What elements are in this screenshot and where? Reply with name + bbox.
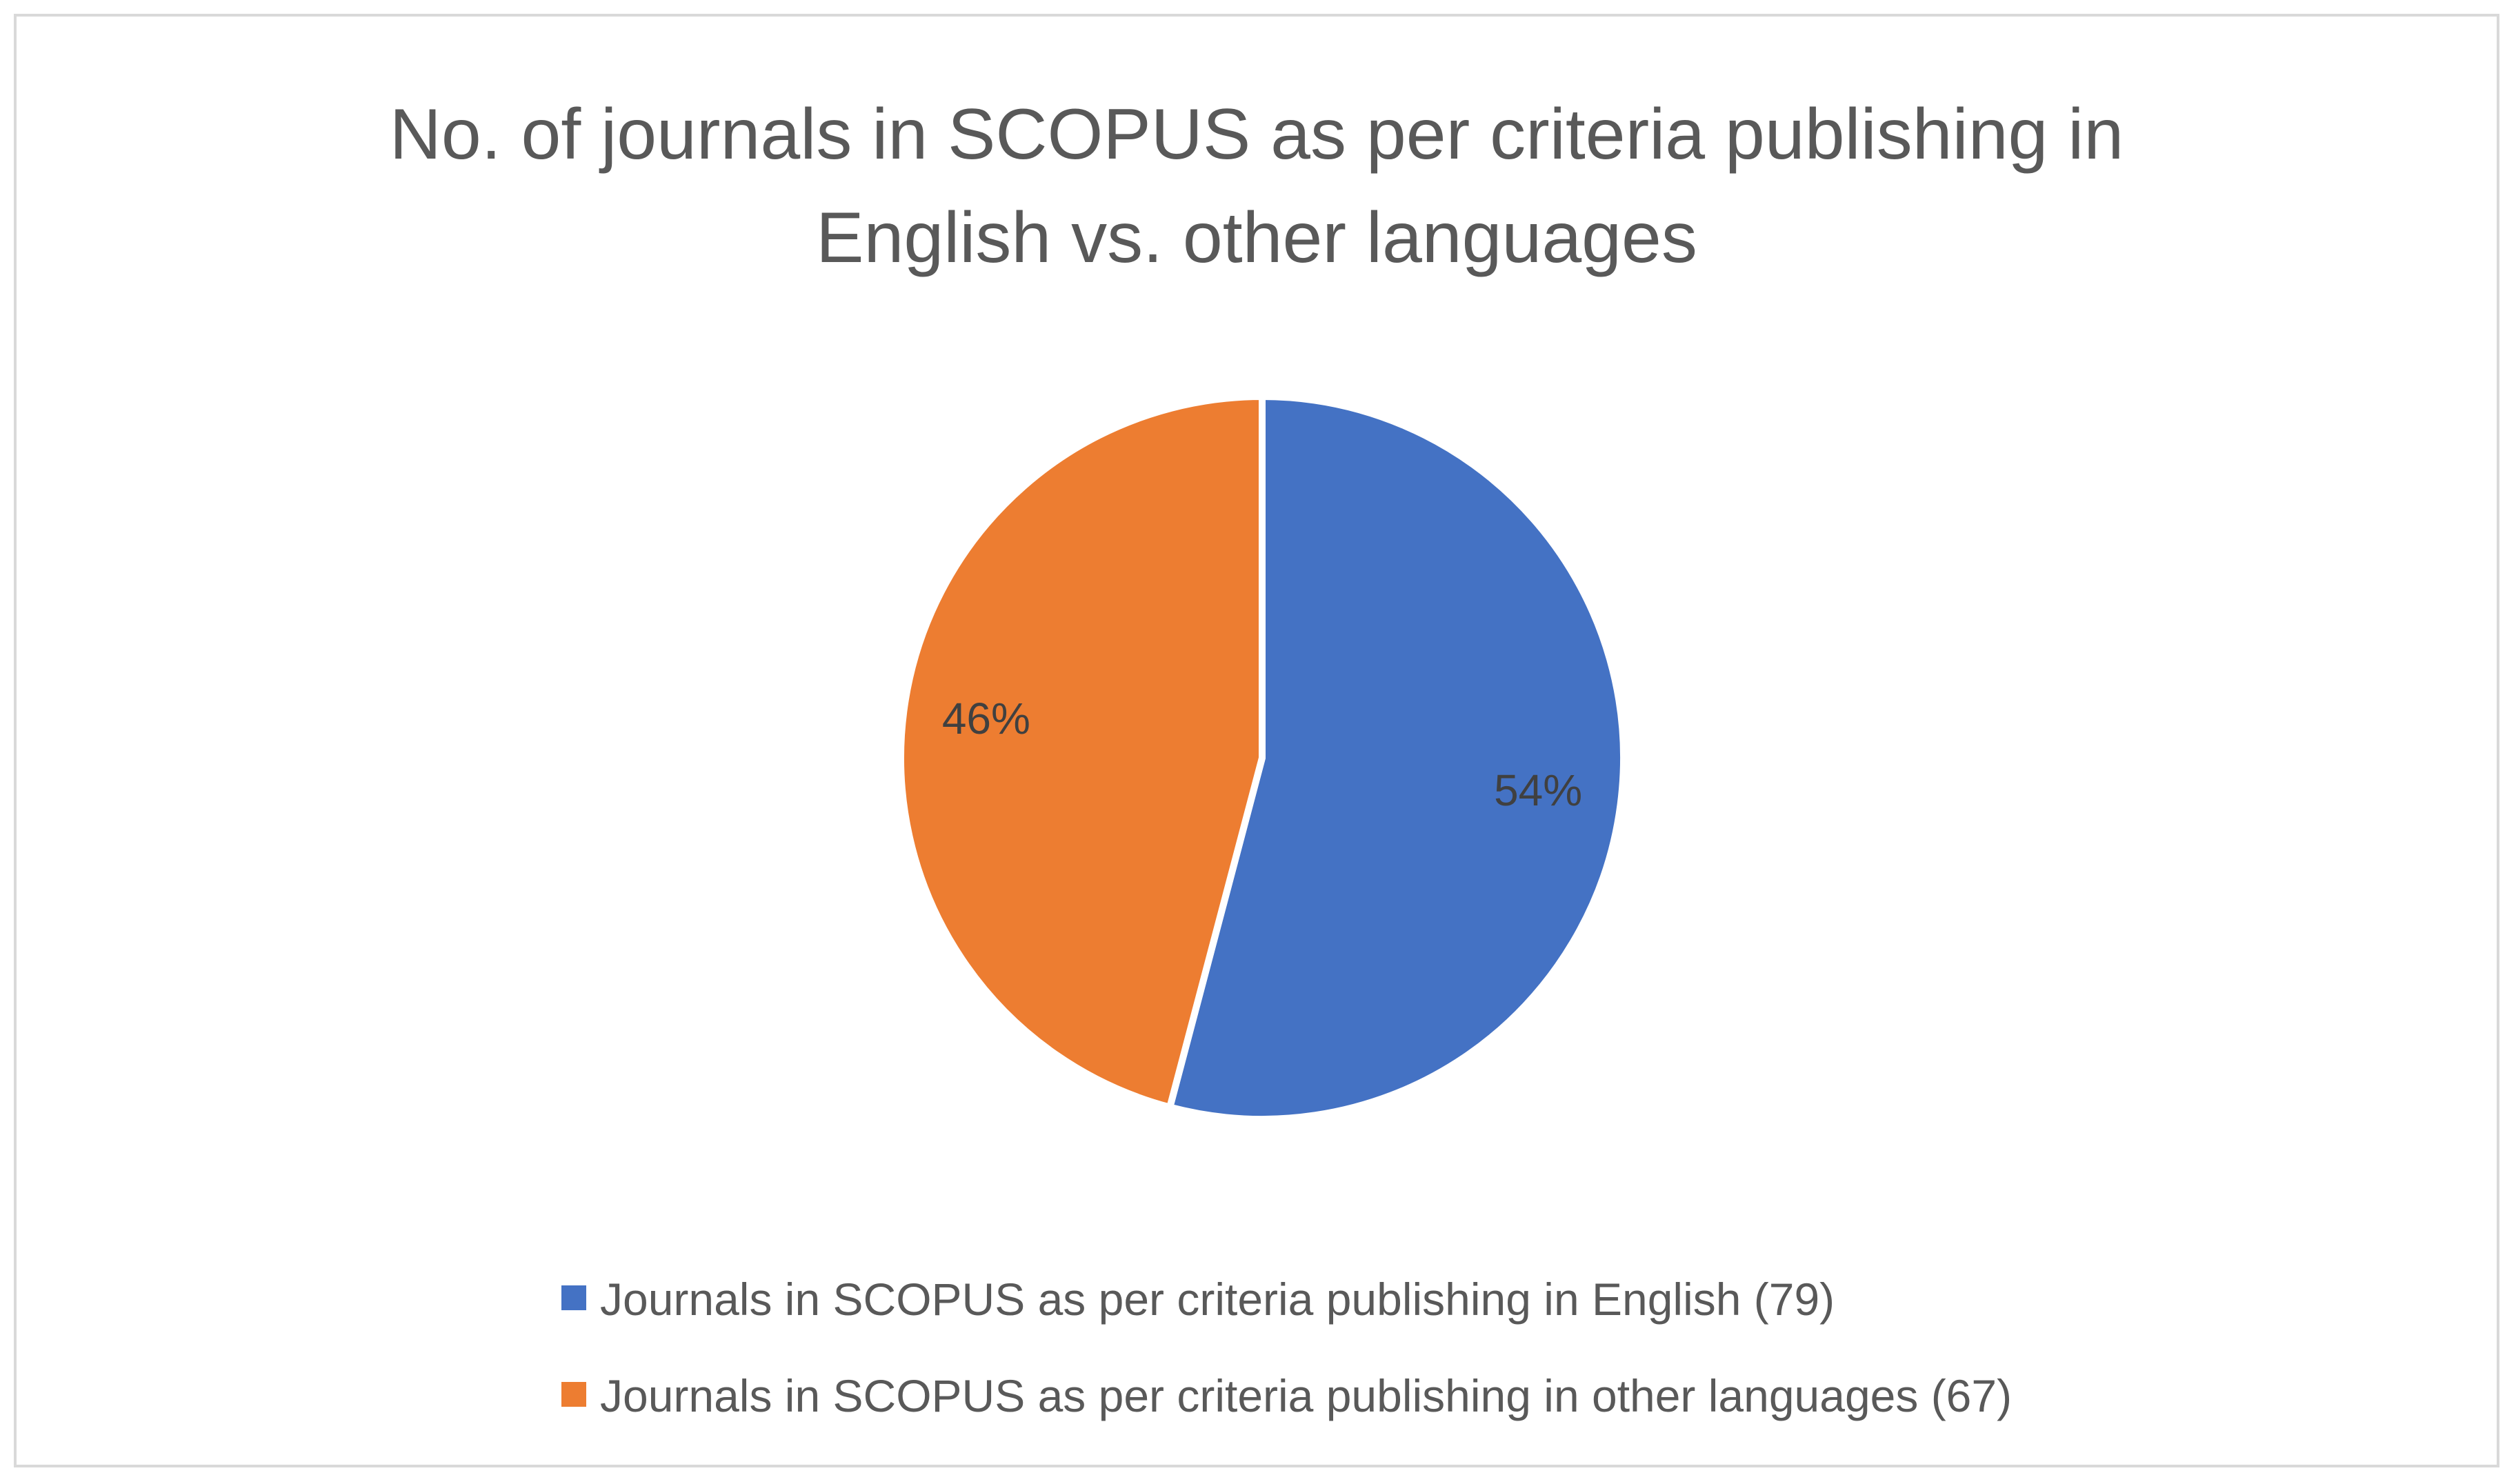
- legend-swatch-english: [561, 1285, 586, 1310]
- chart-frame: No. of journals in SCOPUS as per criteri…: [14, 14, 2499, 1467]
- pie-label-other-languages: 46%: [942, 694, 1030, 743]
- legend-label-other-languages: Journals in SCOPUS as per criteria publi…: [600, 1370, 2013, 1421]
- chart-title-line-1: No. of journals in SCOPUS as per criteri…: [389, 94, 2124, 174]
- chart-title-line-2: English vs. other languages: [816, 198, 1697, 278]
- pie-chart: 54% 46%: [897, 393, 1627, 1123]
- chart-title: No. of journals in SCOPUS as per criteri…: [17, 83, 2497, 290]
- legend-label-english: Journals in SCOPUS as per criteria publi…: [600, 1274, 1835, 1325]
- pie-slice-english: [1166, 393, 1627, 1123]
- pie-labels: 54% 46%: [942, 694, 1582, 815]
- pie-slice-other-languages: [897, 393, 1266, 1111]
- pie-slices: [897, 393, 1627, 1123]
- legend-swatch-other-languages: [561, 1382, 586, 1407]
- pie-label-english: 54%: [1494, 765, 1582, 815]
